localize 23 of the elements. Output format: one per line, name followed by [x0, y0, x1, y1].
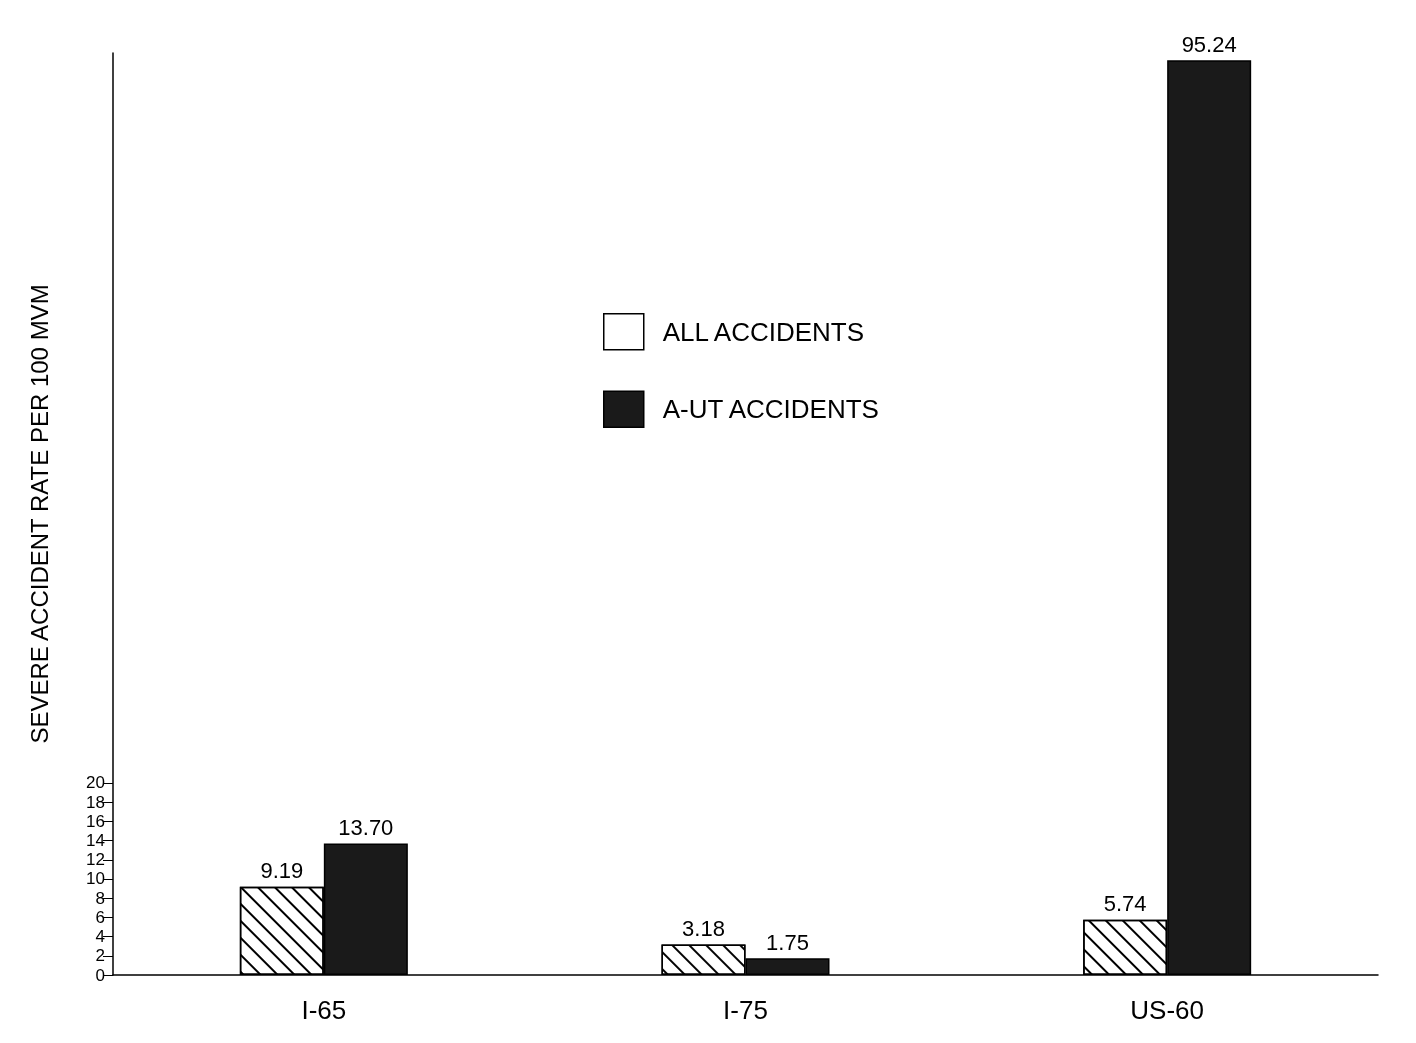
y-tick-label: 20	[86, 773, 105, 793]
y-tick-label: 18	[86, 792, 105, 812]
y-tick-label: 2	[95, 946, 105, 966]
data-label: 95.24	[1181, 31, 1237, 57]
data-label: 1.75	[766, 929, 809, 955]
x-tick-label: I-75	[723, 995, 768, 1025]
y-tick-label: 14	[86, 831, 105, 851]
y-tick-label: 10	[86, 869, 105, 889]
y-tick-label: 12	[86, 850, 105, 870]
y-tick-label: 8	[95, 888, 105, 908]
legend-label: ALL ACCIDENTS	[662, 316, 865, 347]
data-label: 5.74	[1103, 891, 1147, 917]
y-tick-label: 16	[86, 811, 105, 831]
x-tick-label: I-65	[301, 995, 347, 1025]
legend-label: A-UT ACCIDENTS	[662, 394, 879, 425]
y-axis-title: SEVERE ACCIDENT RATE PER 100 MVM	[25, 284, 53, 744]
data-label: 9.19	[260, 858, 304, 884]
data-label: 13.70	[338, 814, 394, 840]
y-tick-label: 4	[95, 927, 105, 947]
y-tick-label: 6	[95, 907, 105, 927]
data-label: 3.18	[682, 915, 725, 941]
x-tick-label: US-60	[1130, 995, 1205, 1025]
y-tick-label: 0	[95, 965, 105, 985]
